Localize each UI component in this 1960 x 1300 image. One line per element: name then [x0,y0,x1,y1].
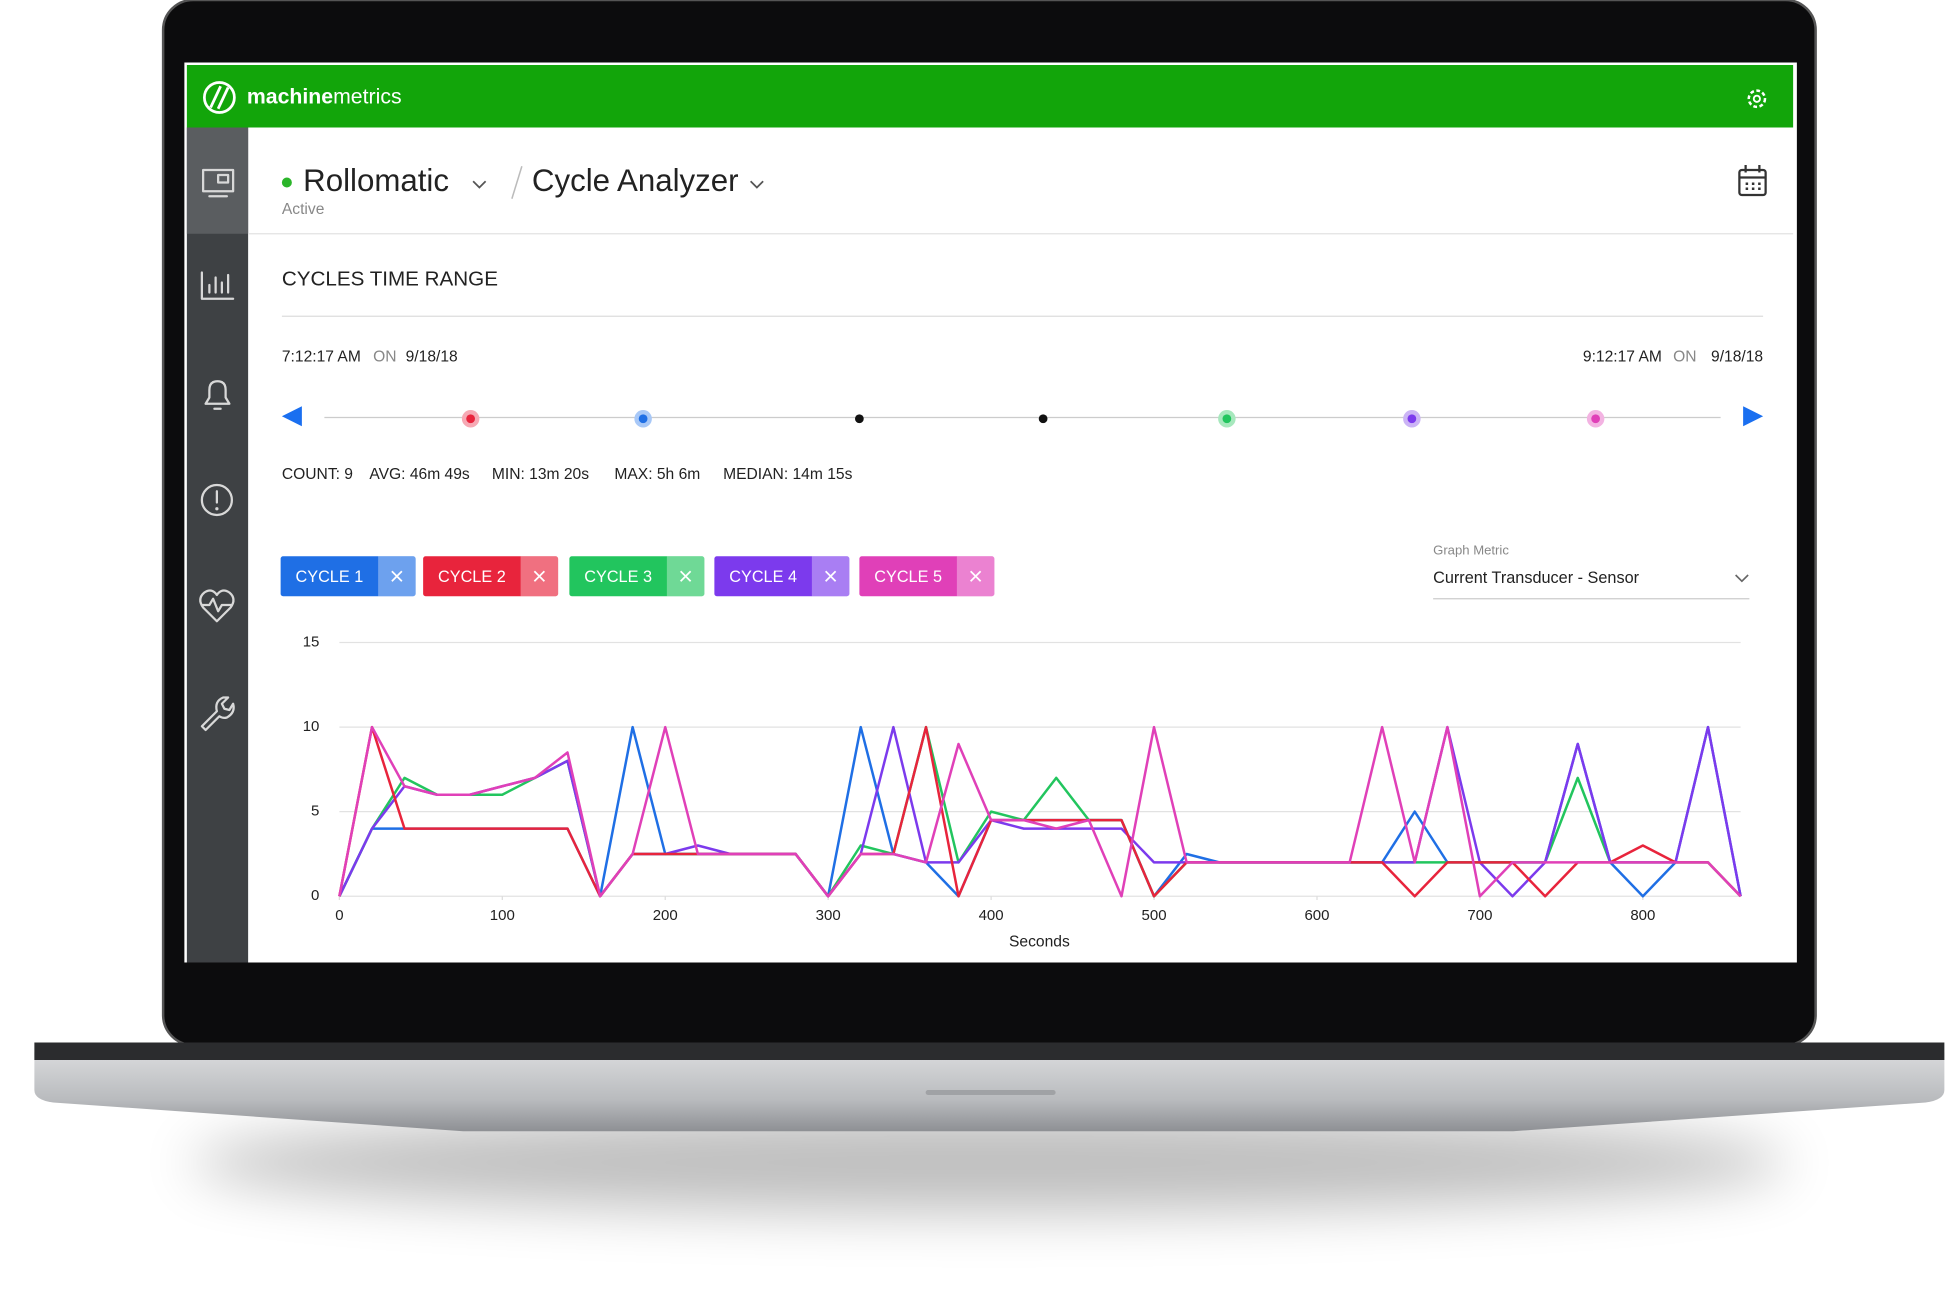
x-tick-label: 700 [1467,907,1492,924]
chip-body [859,556,995,597]
series-line [338,725,1742,898]
cycle-dot[interactable] [855,414,864,424]
start-date: 9/18/18 [406,349,458,366]
cycle-dot-core [1407,414,1417,424]
end-date: 9/18/18 [1711,349,1763,366]
view-chevron[interactable] [750,180,764,189]
section-title: CYCLES TIME RANGE [282,267,498,290]
chip-label: CYCLE 4 [729,568,797,586]
cycle-chip[interactable]: CYCLE 1 [280,556,416,597]
shadow [189,1112,1790,1213]
start-on: ON [373,349,396,366]
calendar-button[interactable] [1738,165,1767,197]
logo [203,81,236,114]
metric-chevron[interactable] [1735,574,1749,583]
brand-bold: machine [247,84,333,108]
laptop-hinge [34,1042,1945,1060]
status-text: Active [282,201,325,218]
end-on: ON [1673,349,1696,366]
stat: COUNT: 9 [282,466,353,483]
chip-label: CYCLE 1 [296,568,364,586]
chip-body [714,556,850,597]
y-tick-label: 15 [303,633,320,650]
brand-light: metrics [333,84,401,108]
brand: machinemetrics [247,84,402,108]
x-axis-label: Seconds [1009,934,1070,951]
cycle-dot-core [1222,414,1232,424]
stat: MIN: 13m 20s [492,466,589,483]
sidebar [186,127,249,963]
settings-button[interactable] [1747,89,1767,109]
screenshot: machinemetrics Rollomatic Cycle Analyzer… [34,0,1945,1213]
cycle-dot-core [638,414,648,424]
top-bar [186,65,1794,128]
cycle-chip[interactable]: CYCLE 2 [423,556,559,597]
start-time: 7:12:17 AM [282,349,361,366]
chip-body [569,556,705,597]
chip-label: CYCLE 3 [584,568,652,586]
x-tick-label: 800 [1630,907,1655,924]
chip-close[interactable] [825,570,837,582]
status-dot [281,177,292,188]
metric-value[interactable]: Current Transducer - Sensor [1433,569,1640,587]
chip-close[interactable] [970,570,982,582]
cycle-dot[interactable] [1038,414,1048,424]
cycle-dot-core [1591,414,1600,424]
cycle-chip[interactable]: CYCLE 5 [859,556,995,597]
x-tick-label: 300 [816,907,841,924]
x-tick-label: 0 [335,907,343,924]
cycle-chip[interactable]: CYCLE 3 [569,556,705,597]
x-tick-label: 500 [1142,907,1167,924]
machine-name[interactable]: Rollomatic [303,163,449,198]
cycle-dot-core [466,414,475,424]
chip-body [423,556,559,597]
x-tick-label: 600 [1304,907,1329,924]
y-tick-label: 5 [311,803,319,820]
y-tick-label: 0 [311,887,319,904]
stat: MAX: 5h 6m [614,466,700,483]
chip-close[interactable] [533,570,545,582]
end-time: 9:12:17 AM [1583,349,1662,366]
nav-health[interactable] [199,589,235,623]
view-name[interactable]: Cycle Analyzer [532,163,739,198]
x-tick-label: 200 [653,907,678,924]
prev-button[interactable] [281,406,302,427]
chip-close[interactable] [680,570,692,582]
chip-body [280,556,416,597]
stat: MEDIAN: 14m 15s [723,466,852,483]
timeline-dots [461,410,1605,428]
x-tick-label: 400 [979,907,1004,924]
series-line [338,725,1742,898]
y-tick-label: 10 [303,718,320,735]
nav-reports[interactable] [200,271,235,300]
x-tick-label: 100 [490,907,515,924]
breadcrumb-separator [511,166,523,199]
nav-issues[interactable] [200,483,234,517]
next-button[interactable] [1743,406,1764,427]
cycle-chip[interactable]: CYCLE 4 [714,556,850,597]
chart: 0 5 10 15 0 100 200 300 400 500 600 700 800 [303,633,1742,924]
chip-close[interactable] [391,570,403,582]
chip-label: CYCLE 5 [874,568,942,586]
legend: CYCLE 1 CYCLE 2 CYCLE 3 CYCLE 4 CYCLE 5 [280,556,995,597]
nav-monitor[interactable] [202,168,235,198]
stat: AVG: 46m 49s [369,466,470,483]
series-line [338,725,1742,898]
metric-label: Graph Metric [1433,543,1509,558]
nav-alerts[interactable] [204,380,231,410]
notch [925,1090,1056,1095]
chip-label: CYCLE 2 [438,568,506,586]
machine-chevron[interactable] [472,180,487,189]
nav-tools[interactable] [200,696,235,732]
